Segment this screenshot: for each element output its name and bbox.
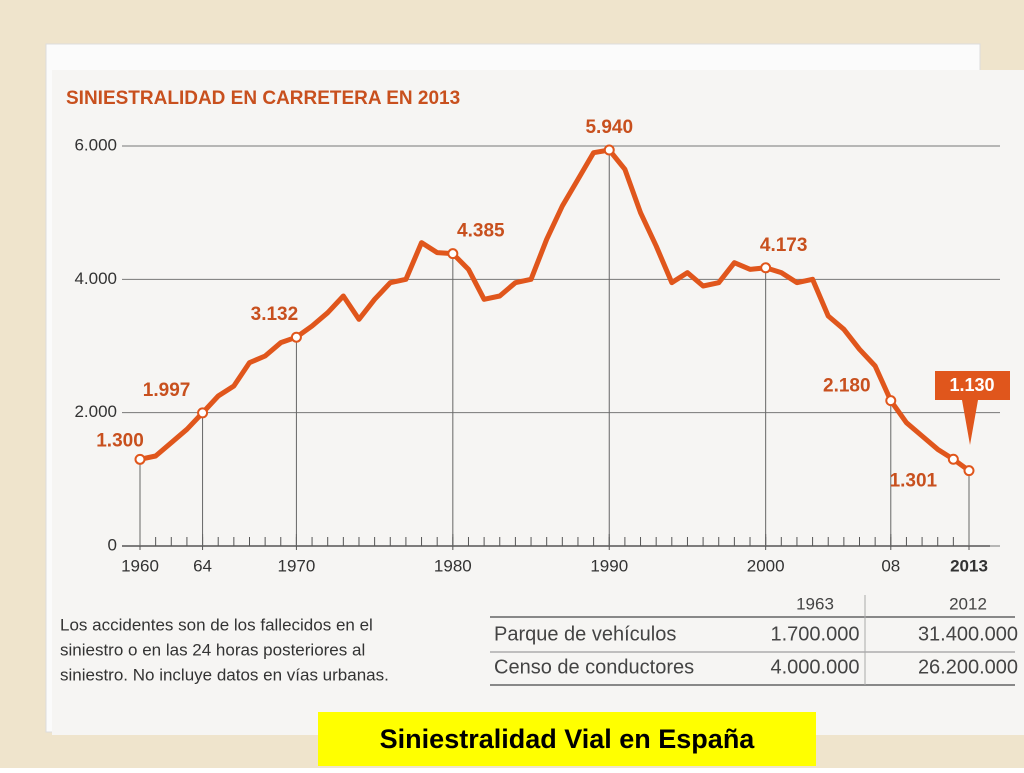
table-header: 1963: [796, 594, 834, 613]
table-cell: Censo de conductores: [494, 656, 694, 678]
x-tick-label: 1980: [434, 556, 472, 575]
x-tick-label: 2000: [747, 556, 785, 575]
point: [963, 465, 975, 477]
chart-title: SINIESTRALIDAD EN CARRETERA EN 2013: [66, 88, 460, 109]
y-tick-label: 4.000: [74, 269, 117, 288]
value-label: 4.385: [457, 221, 505, 242]
note-line: Los accidentes son de los fallecidos en …: [60, 615, 373, 634]
x-tick-label: 64: [193, 556, 212, 575]
point: [885, 395, 897, 407]
point: [447, 248, 459, 260]
x-tick-label: 1990: [590, 556, 628, 575]
line: [139, 147, 971, 473]
note-line: siniestro. No incluye datos en vías urba…: [60, 665, 389, 684]
y-tick-label: 6.000: [74, 135, 117, 154]
x-tick-label: 08: [881, 556, 900, 575]
x-tick-label: 2013: [950, 556, 988, 575]
point: [197, 407, 209, 419]
table-header: 2012: [949, 594, 987, 613]
point: [947, 453, 959, 465]
y-tick-label: 0: [108, 535, 117, 554]
point: [134, 453, 146, 465]
table-cell: Parque de vehículos: [494, 623, 676, 645]
point: [603, 144, 615, 156]
note-line: siniestro o en las 24 horas posteriores …: [60, 640, 365, 659]
callout: [935, 371, 1010, 445]
table-cell: 26.200.000: [918, 656, 1018, 678]
value-label: 1.130: [949, 375, 994, 395]
value-label: 1.997: [143, 380, 191, 401]
value-label: 1.300: [96, 430, 144, 451]
value-label: 3.132: [251, 304, 299, 325]
value-label: 5.940: [585, 117, 633, 138]
y-tick-label: 2.000: [74, 402, 117, 421]
x-tick-label: 1960: [121, 556, 159, 575]
caption: Siniestralidad Vial en España: [380, 724, 756, 754]
table-cell: 4.000.000: [771, 656, 860, 678]
table-cell: 31.400.000: [918, 623, 1018, 645]
table-cell: 1.700.000: [771, 623, 860, 645]
caption-box: [318, 712, 816, 766]
point: [760, 262, 772, 274]
plot: 0 2.000 4.000 6.000 1960 64 1970 1980 1990 2000 08…: [60, 117, 1018, 686]
x-tick-label: 1970: [278, 556, 316, 575]
value-label: 1.301: [890, 470, 938, 491]
value-label: 2.180: [823, 376, 871, 397]
value-label: 4.173: [760, 235, 808, 256]
point: [290, 331, 302, 343]
